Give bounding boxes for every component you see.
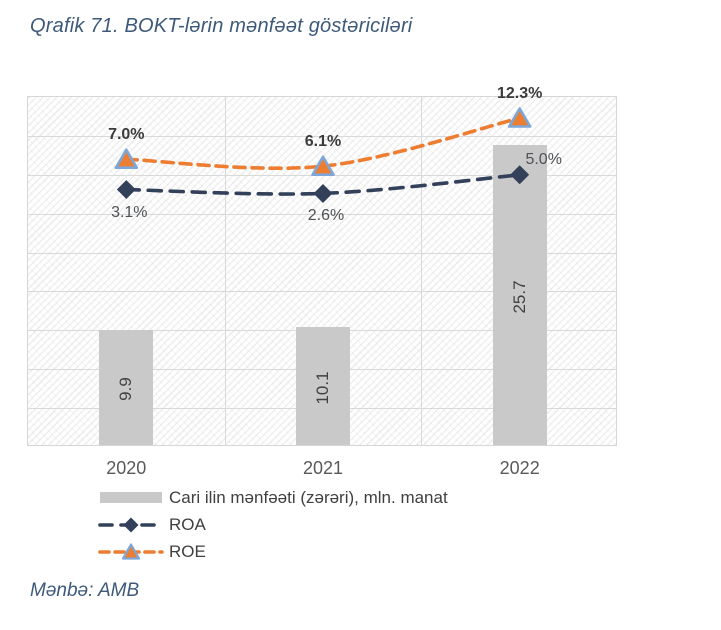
roa-data-label: 5.0% xyxy=(525,150,562,168)
roe-data-label: 6.1% xyxy=(304,133,342,151)
x-axis-label: 2022 xyxy=(499,458,540,478)
legend-swatch xyxy=(100,492,162,503)
roa-diamond-marker xyxy=(116,180,136,200)
bar xyxy=(296,327,350,445)
roe-triangle-marker xyxy=(507,107,532,128)
gridline xyxy=(224,97,226,445)
bar-swatch-icon xyxy=(100,492,162,503)
roe-data-label: 7.0% xyxy=(108,126,145,144)
gridline xyxy=(28,135,616,137)
roe-line-swatch-icon xyxy=(98,542,164,560)
legend-item: Cari ilin mənfəəti (zərəri), mln. manat xyxy=(100,488,448,507)
legend-item: ROE xyxy=(98,541,448,562)
bar xyxy=(99,329,154,445)
source-note: Mənbə: AMB xyxy=(30,580,140,601)
legend-label: ROE xyxy=(169,541,206,561)
bar xyxy=(492,145,547,445)
roa-data-label: 3.1% xyxy=(111,203,148,221)
x-axis-label: 2021 xyxy=(302,458,344,478)
roa-diamond-marker xyxy=(313,183,333,203)
roe-data-label: 12.3% xyxy=(497,85,543,102)
legend-label: ROA xyxy=(169,514,206,534)
roe-triangle-marker xyxy=(311,155,335,177)
roa-data-label: 2.6% xyxy=(307,207,345,225)
x-axis-label: 2020 xyxy=(106,458,147,478)
gridline xyxy=(28,252,616,254)
legend-label: Cari ilin mənfəəti (zərəri), mln. manat xyxy=(169,487,448,507)
chart-title: Qrafik 71. BOKT-lərin mənfəət göstəricil… xyxy=(30,15,413,37)
gridline xyxy=(421,97,423,445)
plot-area: 9.9 10.1 25.7 3.1% 2.6% 5.0% 7.0% 6.1% 12.3% 2020… xyxy=(27,85,617,478)
roa-line-swatch-icon xyxy=(98,517,164,532)
chart-legend: Cari ilin mənfəəti (zərəri), mln. manat R… xyxy=(98,488,448,569)
gridline xyxy=(28,291,616,293)
legend-swatch xyxy=(98,515,164,535)
legend-swatch xyxy=(98,542,164,562)
legend-item: ROA xyxy=(98,514,448,535)
gridline xyxy=(28,213,616,215)
line-series-layer xyxy=(114,107,532,203)
triangle-marker-icon xyxy=(121,542,141,560)
roe-triangle-marker xyxy=(114,148,139,170)
diamond-marker-icon xyxy=(123,517,139,532)
